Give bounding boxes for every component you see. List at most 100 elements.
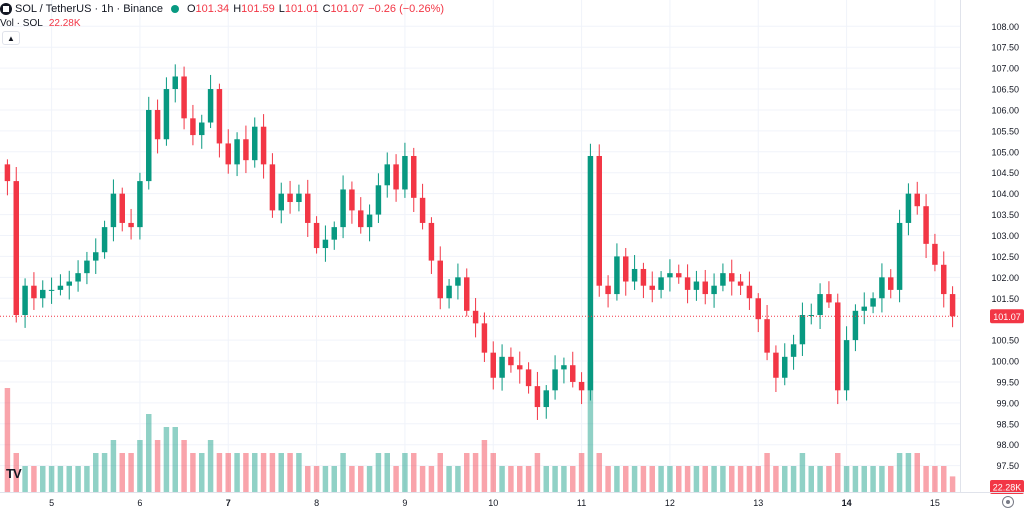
price-axis[interactable]: 108.00 107.50 107.00 106.50 106.00 105.50 105.… [960,0,1020,492]
collapse-legend-button[interactable]: ▲ [2,31,20,45]
volume-row: Vol · SOL 22.28K [0,17,81,29]
volume-bar [119,453,125,492]
volume-bar [905,453,912,492]
volume-bar [287,453,293,492]
volume-bar [543,466,549,492]
candle-body [676,273,682,278]
price-tick-label: 100.50 [991,336,1019,346]
volume-bar [472,453,479,492]
volume-bar [163,427,170,492]
candle-body [437,260,443,299]
settings-icon[interactable] [1002,496,1014,508]
candle-body [207,89,214,123]
volume-bar [199,453,205,492]
candle-body [31,285,37,299]
candle-body [137,181,143,228]
candle-body [640,268,647,286]
candle-body [128,222,134,228]
volume-bar [305,466,311,492]
candle-body [48,289,55,291]
candle-body [40,289,46,299]
price-tick-label: 104.00 [991,189,1019,199]
candle-body [190,118,196,136]
volume-bar [817,466,823,492]
candle-body [782,356,788,378]
volume-bar [411,453,417,492]
volume-bar [552,466,558,492]
candle-body [340,189,346,228]
candle-body [614,256,620,295]
candle-body [658,277,664,290]
low-value: 101.01 [284,3,319,15]
last-volume-badge [990,480,1024,494]
chevron-up-icon: ▲ [7,33,15,43]
price-tick-label: 108.00 [991,22,1019,32]
symbol-title[interactable]: SOL / TetherUS · 1h · Binance [15,3,163,15]
price-tick-label: 98.00 [996,440,1019,450]
candle-body [4,164,11,182]
volume-bar [746,466,753,492]
candle-body [605,285,611,295]
volume-bar [322,466,329,492]
volume-bar [48,466,55,492]
candle-body [587,155,594,391]
volume-label[interactable]: Vol · SOL [0,17,43,29]
candle-body [835,302,841,391]
candle-body [22,285,28,315]
candle-body [817,294,823,315]
tradingview-logo[interactable]: TV [6,466,22,481]
price-tick-label: 105.00 [991,147,1019,157]
candle-body [481,323,488,353]
volume-bar [296,453,302,492]
candle-body [790,344,797,357]
volume-bar [181,440,187,492]
time-tick-label: 7 [226,498,231,508]
last-price-badge [990,309,1024,324]
open-label: O [186,3,196,15]
candle-body [172,76,178,90]
volume-bar [941,466,947,492]
candle-body [534,386,541,408]
volume-bar [455,466,461,492]
volume-bar [269,453,276,492]
volume-bar [110,440,117,492]
candle-body [93,252,99,261]
candle-body [667,273,673,278]
price-tick-label: 98.50 [996,419,1019,429]
volume-bar [684,466,691,492]
time-axis[interactable]: 5 6 7 8 9 10 11 12 13 14 15 [0,492,1024,509]
candles [4,64,956,420]
volume-bar [437,453,443,492]
volume-bar [826,466,832,492]
time-tick-label: 14 [842,498,852,508]
volume-bar [888,466,894,492]
candle-body [808,314,814,316]
candle-body [402,155,408,190]
candle-body [101,227,108,253]
volume-bar [419,466,426,492]
last-price-label: 101.07 [993,312,1021,322]
volume-bar [525,466,532,492]
candle-body [737,281,744,286]
candle-body [693,281,700,290]
price-tick-label: 97.50 [996,461,1019,471]
candle-body [517,365,523,370]
volume-bar [861,466,867,492]
candle-body [799,314,806,345]
volume-bar [578,453,585,492]
time-tick-label: 12 [665,498,675,508]
volume-bar [534,453,541,492]
candle-body [888,277,894,290]
candle-body [375,185,382,215]
volume-bar [146,414,152,492]
volume-bar [490,453,496,492]
candle-body [561,365,567,370]
volume-bar [13,453,19,492]
candle-body [843,340,850,391]
low-label: L [278,3,285,15]
candle-body [543,390,549,408]
volume-bar [340,453,346,492]
candle-body [358,210,364,228]
volume-bar [870,466,876,492]
